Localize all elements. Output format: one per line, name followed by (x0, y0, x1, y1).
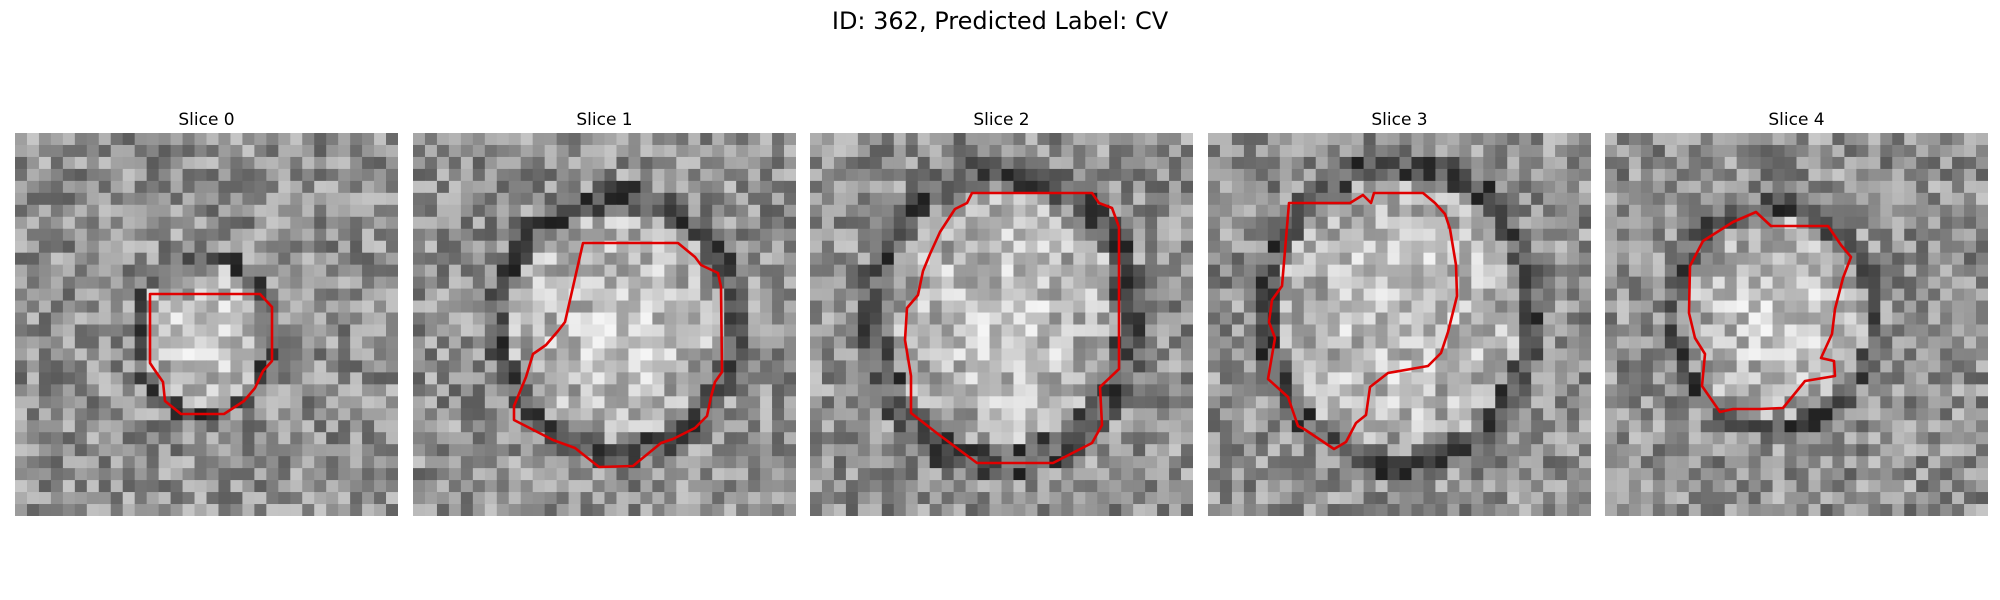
slice-title: Slice 4 (1768, 110, 1825, 130)
slice-title: Slice 2 (973, 110, 1030, 130)
slice-panel-2: Slice 2 (810, 107, 1193, 516)
slice-panel-0: Slice 0 (15, 107, 398, 516)
slice-panel-3: Slice 3 (1208, 107, 1591, 516)
grayscale-micrograph-slice (1605, 133, 1988, 516)
grayscale-micrograph-slice (15, 133, 398, 516)
slice-image (1208, 133, 1591, 516)
grayscale-micrograph-slice (810, 133, 1193, 516)
grayscale-micrograph-slice (1208, 133, 1591, 516)
figure-title: ID: 362, Predicted Label: CV (831, 7, 1169, 35)
segmentation-contour (148, 292, 274, 416)
slice-title: Slice 1 (576, 110, 633, 130)
slice-panel-1: Slice 1 (413, 107, 796, 516)
slice-panel-4: Slice 4 (1605, 107, 1988, 516)
slice-image (413, 133, 796, 516)
grayscale-micrograph-slice (413, 133, 796, 516)
slice-title: Slice 0 (178, 110, 235, 130)
slice-image (1605, 133, 1988, 516)
slice-image (810, 133, 1193, 516)
segmentation-contour (1687, 210, 1853, 414)
slice-title: Slice 3 (1371, 110, 1428, 130)
segmentation-contour (1266, 191, 1459, 451)
segmentation-contour (903, 191, 1121, 465)
slice-image (15, 133, 398, 516)
segmentation-contour (512, 241, 724, 469)
